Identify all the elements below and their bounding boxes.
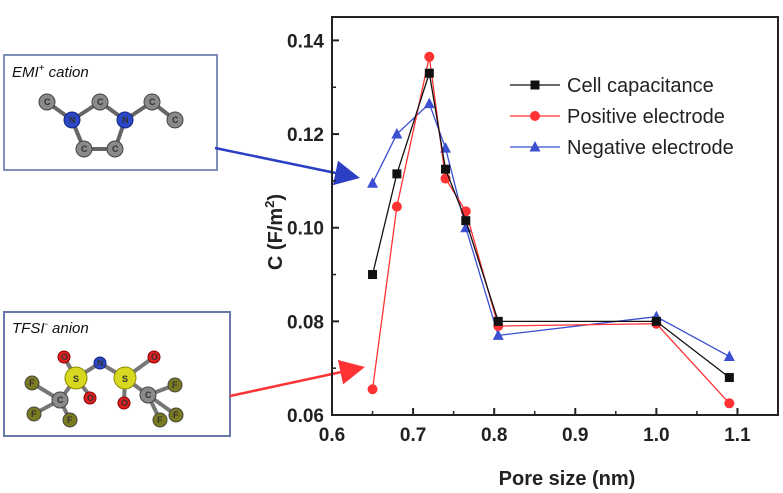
svg-text:F: F: [67, 415, 73, 425]
y-tick-label: 0.06: [287, 406, 324, 427]
cation-arrow: [214, 146, 360, 186]
data-point-square: [368, 270, 378, 280]
x-tick-label: 0.6: [319, 425, 345, 446]
data-point-square: [441, 164, 451, 174]
svg-text:C: C: [149, 97, 156, 107]
y-tick-label: 0.08: [287, 312, 324, 333]
svg-text:F: F: [157, 415, 163, 425]
svg-text:O: O: [61, 352, 68, 362]
cation-atom-c4: C: [106, 140, 124, 158]
data-point-square: [493, 316, 503, 326]
data-point-circle: [367, 384, 378, 395]
x-tick-label: 1.0: [643, 425, 669, 446]
svg-text:C: C: [81, 144, 88, 154]
anion-atom-o3: O: [83, 391, 97, 405]
svg-text:C: C: [97, 97, 104, 107]
cation-atom-n2: N: [116, 111, 134, 129]
svg-text:C: C: [57, 395, 64, 405]
data-point-triangle: [723, 350, 735, 361]
anion-atom-f6: F: [168, 407, 184, 423]
legend-marker: [530, 111, 540, 121]
anion-atom-c1: C: [51, 391, 69, 409]
svg-text:C: C: [112, 144, 119, 154]
plot-area: 0.6 0.7 0.8 0.9 1.0 1.1 0.06 0.08 0.10 0.12 0.14: [287, 16, 779, 446]
legend: Cell capacitance Positive electrode Negati…: [510, 75, 734, 159]
anion-atom-o4: O: [117, 396, 131, 410]
legend-label: Positive electrode: [567, 106, 725, 128]
svg-text:S: S: [122, 374, 128, 384]
svg-text:O: O: [121, 398, 128, 408]
x-tick-label: 0.9: [562, 425, 588, 446]
anion-atom-s2: S: [113, 366, 137, 390]
anion-atom-o1: O: [57, 350, 71, 364]
x-axis-title: Pore size (nm): [499, 468, 636, 490]
legend-marker: [529, 141, 541, 152]
data-point-square: [651, 316, 661, 326]
data-point-square: [461, 216, 471, 226]
anion-atom-f3: F: [62, 412, 78, 428]
svg-text:F: F: [173, 410, 179, 420]
series-line-triangle: [371, 102, 730, 358]
y-tick-label: 0.10: [287, 219, 324, 240]
data-point-triangle: [423, 97, 435, 109]
anion-atom-s1: S: [64, 366, 88, 390]
anion-atom-f2: F: [26, 406, 42, 422]
svg-text:N: N: [69, 115, 76, 125]
svg-text:C: C: [172, 115, 179, 125]
anion-inset: TFSI- anion O S N S O O O C C F F F F: [3, 311, 231, 437]
svg-text:F: F: [29, 378, 35, 388]
data-point-triangle: [492, 329, 504, 340]
anion-inset-title: TFSI- anion: [12, 319, 89, 337]
legend-label: Negative electrode: [567, 137, 734, 159]
data-point-triangle: [391, 128, 403, 139]
data-point-circle: [424, 51, 435, 62]
svg-text:O: O: [151, 352, 158, 362]
cation-atom-n1: N: [63, 111, 81, 129]
data-point-square: [392, 169, 402, 179]
cation-atom-c3: C: [75, 140, 93, 158]
anion-atom-c2: C: [139, 386, 157, 404]
svg-text:N: N: [97, 358, 104, 368]
anion-atom-f1: F: [24, 375, 40, 391]
data-point-square: [724, 373, 734, 383]
svg-text:C: C: [44, 97, 51, 107]
svg-text:N: N: [122, 115, 129, 125]
cation-atom-c6: C: [166, 111, 184, 129]
data-point-square: [424, 68, 434, 78]
svg-text:C: C: [145, 390, 152, 400]
plot-frame: [331, 16, 779, 416]
legend-label: Cell capacitance: [567, 75, 714, 97]
cation-atom-c2: C: [91, 93, 109, 111]
data-point-circle: [724, 398, 735, 409]
svg-text:F: F: [31, 409, 37, 419]
data-point-triangle: [367, 177, 379, 188]
svg-text:F: F: [172, 380, 178, 390]
svg-text:S: S: [73, 374, 79, 384]
anion-atom-f4: F: [167, 377, 183, 393]
x-tick-label: 0.8: [481, 425, 507, 446]
cation-atom-c1: C: [38, 93, 56, 111]
svg-text:O: O: [87, 393, 94, 403]
x-tick-label: 1.1: [724, 425, 751, 446]
x-tick-label: 0.7: [400, 425, 426, 446]
cation-inset: EMI+ cation C N C N: [3, 54, 218, 171]
anion-arrow: [229, 359, 365, 398]
cation-atom-c5: C: [143, 93, 161, 111]
y-tick-label: 0.14: [287, 31, 324, 52]
series-line-square: [371, 72, 730, 379]
data-point-circle: [391, 201, 402, 212]
y-axis-title: C (F/m2): [262, 194, 287, 270]
y-tick-label: 0.12: [287, 125, 324, 146]
cation-inset-title: EMI+ cation: [12, 63, 89, 81]
legend-marker: [530, 80, 540, 90]
anion-atom-f5: F: [152, 412, 168, 428]
anion-atom-n: N: [93, 356, 107, 370]
anion-atom-o2: O: [147, 350, 161, 364]
